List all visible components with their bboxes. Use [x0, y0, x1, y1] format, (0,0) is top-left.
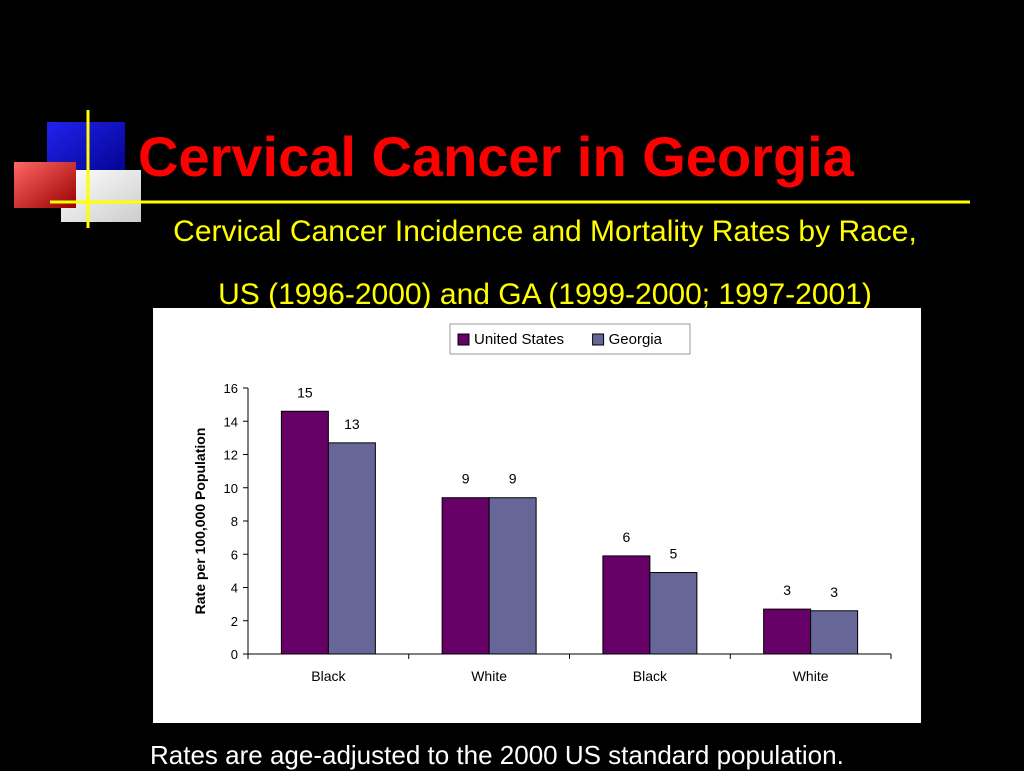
y-tick-label: 16	[224, 381, 238, 396]
x-tick-label: White	[793, 668, 829, 684]
chart-subtitle-line2: US (1996-2000) and GA (1999-2000; 1997-2…	[218, 278, 872, 311]
y-tick-label: 12	[224, 448, 238, 463]
y-tick-label: 0	[231, 647, 238, 662]
data-label: 9	[462, 471, 470, 487]
chart-subtitle-line1: Cervical Cancer Incidence and Mortality …	[173, 215, 917, 248]
bar-united-states	[441, 497, 490, 655]
title-underline	[150, 200, 970, 204]
bar-chart: 0 2 4 6 8 10 12 14 16 Rate per 100,000 Population…	[192, 323, 892, 684]
slide-title: Cervical Cancer in Georgia	[138, 125, 854, 188]
bar-united-states	[763, 608, 812, 655]
chart-panel: 0 2 4 6 8 10 12 14 16 Rate per 100,000 Population…	[153, 308, 921, 723]
bar-georgia	[488, 497, 537, 655]
data-label: 3	[783, 582, 791, 598]
bar-georgia	[649, 572, 698, 655]
data-label: 13	[344, 416, 360, 432]
data-label: 5	[669, 546, 677, 562]
legend-label: United States	[474, 331, 564, 348]
y-tick-label: 6	[231, 547, 238, 562]
data-label: 9	[509, 471, 517, 487]
x-tick-label: Black	[633, 668, 668, 684]
decorative-squares	[14, 110, 160, 228]
x-tick-label: White	[471, 668, 507, 684]
data-label: 6	[622, 529, 630, 545]
y-tick-label: 2	[231, 614, 238, 629]
data-label: 15	[297, 384, 313, 400]
y-tick-label: 4	[231, 581, 238, 596]
bar-georgia	[327, 442, 376, 655]
y-axis-label: Rate per 100,000 Population	[192, 428, 208, 615]
data-label: 3	[830, 584, 838, 600]
legend-swatch	[592, 333, 605, 346]
x-tick-label: Black	[311, 668, 346, 684]
legend-swatch	[457, 333, 470, 346]
bar-united-states	[602, 555, 651, 655]
y-tick-label: 14	[224, 414, 238, 429]
red-square	[14, 162, 76, 208]
footnote: Rates are age-adjusted to the 2000 US st…	[150, 740, 844, 770]
legend-box	[449, 323, 691, 355]
y-tick-label: 10	[224, 481, 238, 496]
legend-label: Georgia	[609, 331, 663, 348]
y-tick-label: 8	[231, 514, 238, 529]
bar-united-states	[280, 410, 329, 655]
bar-georgia	[810, 610, 859, 655]
